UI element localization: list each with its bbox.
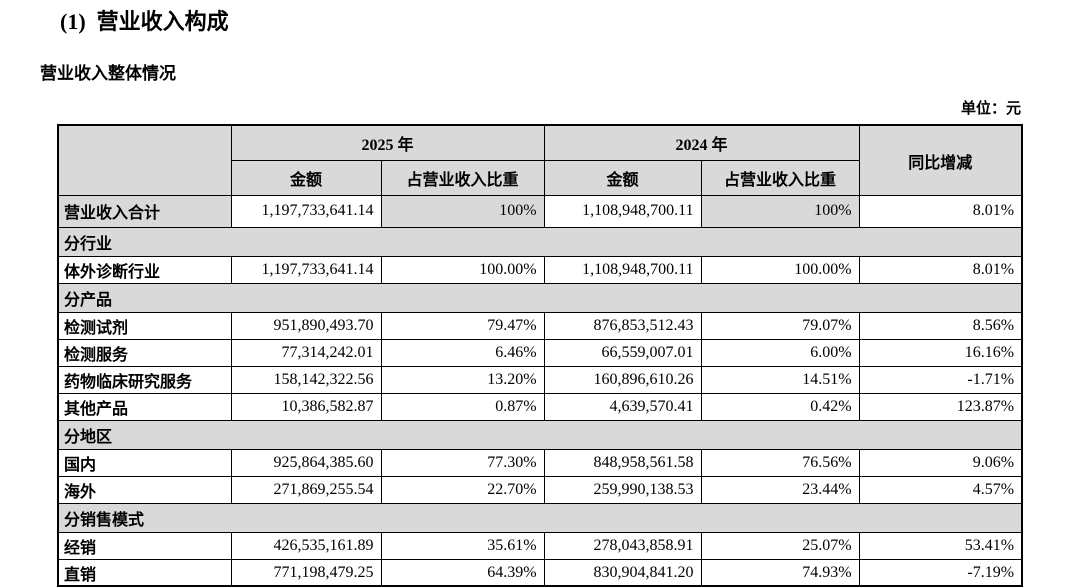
amount-2025-cell: 10,386,582.87 [230, 392, 382, 421]
share-2025-cell: 100% [380, 194, 545, 228]
page-title: (1) 营业收入构成 [60, 9, 229, 34]
section-row: 分产品 [57, 282, 1023, 313]
amount-2024-cell: 4,639,570.41 [543, 392, 702, 421]
share-2025-cell: 0.87% [380, 392, 545, 421]
amount-2024-cell: 830,904,841.20 [543, 558, 702, 587]
share-2025-cell: 13.20% [380, 365, 545, 394]
row-label: 经销 [57, 531, 232, 560]
header-row-years: 2025 年 2024 年 同比增减 [57, 124, 1023, 196]
row-label: 海外 [57, 475, 232, 504]
share-2024-cell: 100% [700, 194, 860, 228]
share-2025-header: 占营业收入比重 [380, 159, 545, 196]
share-2025-cell: 64.39% [380, 558, 545, 587]
year-2024-header: 2024 年 [543, 124, 860, 161]
revenue-composition-table: 2025 年 2024 年 同比增减 金额 占营业收入比重 金额 占营业收入比重… [57, 124, 1024, 587]
table-row: 直销 771,198,479.25 64.39% 830,904,841.20 74.9… [57, 558, 1023, 587]
yoy-change-cell: 9.06% [858, 448, 1023, 477]
row-label: 其他产品 [57, 392, 232, 421]
unit-note: 单位：元 [960, 101, 1021, 118]
row-label: 检测试剂 [57, 311, 232, 340]
page-subtitle: 营业收入整体情况 [40, 64, 176, 84]
yoy-change-cell: 8.01% [858, 255, 1023, 284]
amount-2024-cell: 876,853,512.43 [543, 311, 702, 340]
total-row: 营业收入合计 1,197,733,641.14 100% 1,108,948,700.… [57, 194, 1023, 228]
section-row: 分地区 [57, 419, 1023, 450]
year-2025-header: 2025 年 [230, 124, 545, 161]
share-2025-cell: 35.61% [380, 531, 545, 560]
section-label: 分产品 [57, 282, 1023, 313]
share-2025-cell: 77.30% [380, 448, 545, 477]
table-row: 检测服务 77,314,242.01 6.46% 66,559,007.01 6.00%… [57, 338, 1023, 367]
amount-2025-cell: 158,142,322.56 [230, 365, 382, 394]
amount-2025-cell: 951,890,493.70 [230, 311, 382, 340]
row-label: 国内 [57, 448, 232, 477]
share-2024-cell: 6.00% [700, 338, 860, 367]
amount-2025-cell: 426,535,161.89 [230, 531, 382, 560]
amount-2025-cell: 1,197,733,641.14 [230, 255, 382, 284]
share-2025-cell: 100.00% [380, 255, 545, 284]
section-label: 分行业 [57, 226, 1023, 257]
row-label: 检测服务 [57, 338, 232, 367]
amount-2024-cell: 259,990,138.53 [543, 475, 702, 504]
table-row: 海外 271,869,255.54 22.70% 259,990,138.53 23.4… [57, 475, 1023, 504]
share-2024-cell: 0.42% [700, 392, 860, 421]
row-label: 直销 [57, 558, 232, 587]
table-row: 体外诊断行业 1,197,733,641.14 100.00% 1,108,948,7… [57, 255, 1023, 284]
section-row: 分销售模式 [57, 502, 1023, 533]
table-row: 其他产品 10,386,582.87 0.87% 4,639,570.41 0.42% 1… [57, 392, 1023, 421]
table-row: 检测试剂 951,890,493.70 79.47% 876,853,512.43 79… [57, 311, 1023, 340]
amount-2025-cell: 771,198,479.25 [230, 558, 382, 587]
share-2024-cell: 74.93% [700, 558, 860, 587]
row-label: 体外诊断行业 [57, 255, 232, 284]
amount-2024-cell: 160,896,610.26 [543, 365, 702, 394]
table-row: 经销 426,535,161.89 35.61% 278,043,858.91 25.0… [57, 531, 1023, 560]
row-label: 药物临床研究服务 [57, 365, 232, 394]
share-2024-header: 占营业收入比重 [700, 159, 860, 196]
table-body: 营业收入合计 1,197,733,641.14 100% 1,108,948,700.… [57, 194, 1023, 587]
amount-2024-cell: 1,108,948,700.11 [543, 255, 702, 284]
section-label: 分地区 [57, 419, 1023, 450]
amount-2024-cell: 848,958,561.58 [543, 448, 702, 477]
amount-2025-cell: 271,869,255.54 [230, 475, 382, 504]
share-2024-cell: 14.51% [700, 365, 860, 394]
share-2025-cell: 79.47% [380, 311, 545, 340]
share-2024-cell: 76.56% [700, 448, 860, 477]
yoy-change-cell: -7.19% [858, 558, 1023, 587]
yoy-change-cell: 16.16% [858, 338, 1023, 367]
table-row: 药物临床研究服务 158,142,322.56 13.20% 160,896,610.… [57, 365, 1023, 394]
yoy-change-cell: 53.41% [858, 531, 1023, 560]
corner-cell [57, 124, 232, 196]
share-2025-cell: 22.70% [380, 475, 545, 504]
amount-2025-cell: 77,314,242.01 [230, 338, 382, 367]
row-label: 营业收入合计 [57, 194, 232, 228]
yoy-change-header: 同比增减 [858, 124, 1023, 196]
yoy-change-cell: 8.01% [858, 194, 1023, 228]
section-label: 分销售模式 [57, 502, 1023, 533]
amount-2024-cell: 1,108,948,700.11 [543, 194, 702, 228]
amount-2024-cell: 278,043,858.91 [543, 531, 702, 560]
yoy-change-cell: -1.71% [858, 365, 1023, 394]
share-2025-cell: 6.46% [380, 338, 545, 367]
amount-2024-cell: 66,559,007.01 [543, 338, 702, 367]
share-2024-cell: 79.07% [700, 311, 860, 340]
amount-2025-cell: 925,864,385.60 [230, 448, 382, 477]
share-2024-cell: 100.00% [700, 255, 860, 284]
share-2024-cell: 23.44% [700, 475, 860, 504]
amount-2024-header: 金额 [543, 159, 702, 196]
yoy-change-cell: 4.57% [858, 475, 1023, 504]
table-header: 2025 年 2024 年 同比增减 金额 占营业收入比重 金额 占营业收入比重 [57, 124, 1023, 196]
yoy-change-cell: 8.56% [858, 311, 1023, 340]
share-2024-cell: 25.07% [700, 531, 860, 560]
header-row-metrics: 金额 占营业收入比重 金额 占营业收入比重 [58, 159, 1022, 196]
amount-2025-header: 金额 [230, 159, 382, 196]
yoy-change-cell: 123.87% [858, 392, 1023, 421]
amount-2025-cell: 1,197,733,641.14 [230, 194, 382, 228]
section-row: 分行业 [57, 226, 1023, 257]
table-row: 国内 925,864,385.60 77.30% 848,958,561.58 76.5… [57, 448, 1023, 477]
